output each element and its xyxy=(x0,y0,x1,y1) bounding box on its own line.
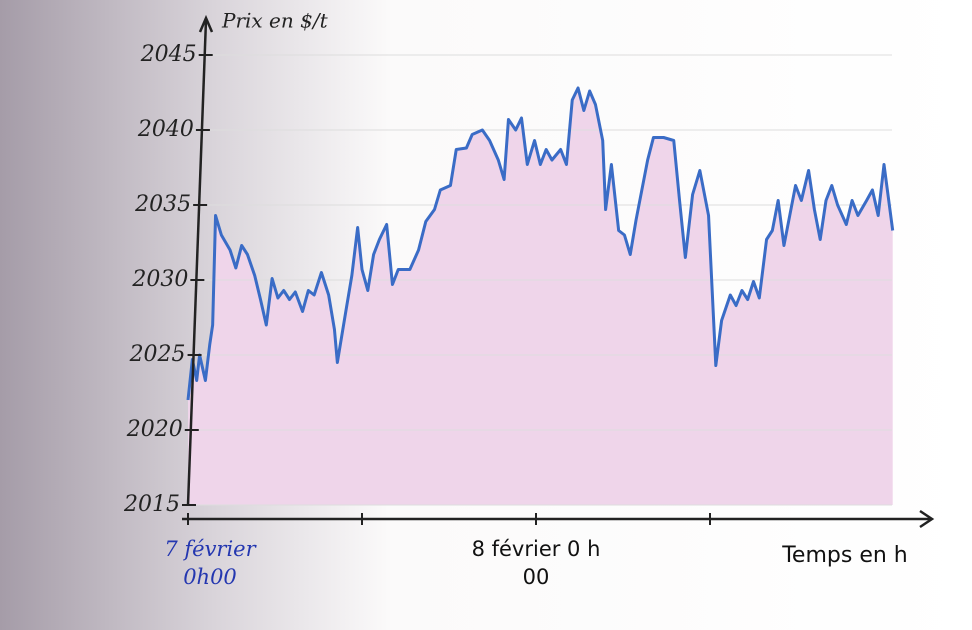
y-tick-label: 2015 xyxy=(123,492,180,517)
area xyxy=(188,88,893,505)
y-axis-label: Prix en $/t xyxy=(221,9,329,33)
x-tick-label: 7 février 0h00 xyxy=(164,537,256,589)
x-tick-label: 8 février 0 h 00 xyxy=(471,537,601,589)
y-axis xyxy=(186,19,208,506)
line xyxy=(186,86,895,401)
y-tick-label: 2045 xyxy=(140,42,197,67)
x-axis-label: Temps en h xyxy=(781,543,908,568)
y-axis-arrow xyxy=(198,14,214,33)
y-tick-label: 2030 xyxy=(131,267,188,292)
y-tick-label: 2025 xyxy=(129,342,186,367)
x-axis-arrow xyxy=(919,509,935,529)
y-tick-label: 2040 xyxy=(137,117,194,142)
y-tick-label: 2020 xyxy=(126,417,183,442)
y-tick-label: 2035 xyxy=(134,192,191,217)
